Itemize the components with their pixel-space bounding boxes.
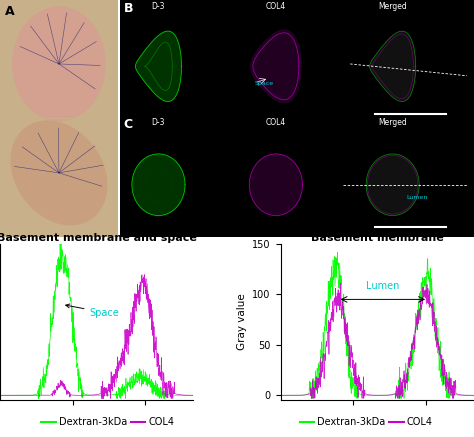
Text: Merged: Merged	[378, 118, 407, 128]
Ellipse shape	[13, 7, 105, 121]
Text: Lumen: Lumen	[366, 281, 400, 291]
Text: Space: Space	[255, 81, 274, 86]
Text: D-3: D-3	[152, 2, 165, 11]
Polygon shape	[136, 31, 182, 101]
X-axis label: Distance (pixels): Distance (pixels)	[53, 426, 140, 436]
Title: Basement membrane and space: Basement membrane and space	[0, 233, 197, 243]
Text: E: E	[227, 225, 235, 238]
Text: COL4: COL4	[266, 2, 286, 11]
Legend: Dextran-3kDa, COL4: Dextran-3kDa, COL4	[296, 413, 437, 431]
Text: A: A	[5, 5, 14, 18]
Legend: Dextran-3kDa, COL4: Dextran-3kDa, COL4	[37, 413, 178, 431]
Polygon shape	[366, 154, 419, 215]
Text: B: B	[124, 2, 133, 15]
Y-axis label: Gray value: Gray value	[237, 294, 247, 350]
Polygon shape	[370, 31, 416, 101]
X-axis label: Distance (pixels): Distance (pixels)	[334, 426, 421, 436]
Text: Merged: Merged	[378, 2, 407, 11]
Text: COL4: COL4	[266, 118, 286, 128]
Text: Lumen: Lumen	[407, 195, 428, 200]
Polygon shape	[249, 154, 302, 215]
Polygon shape	[251, 30, 301, 103]
Polygon shape	[132, 154, 185, 215]
Text: C: C	[124, 118, 133, 132]
Text: Space: Space	[66, 304, 119, 318]
Text: D-3: D-3	[152, 118, 165, 128]
Title: Basement membrane: Basement membrane	[311, 233, 444, 243]
Ellipse shape	[11, 121, 107, 225]
